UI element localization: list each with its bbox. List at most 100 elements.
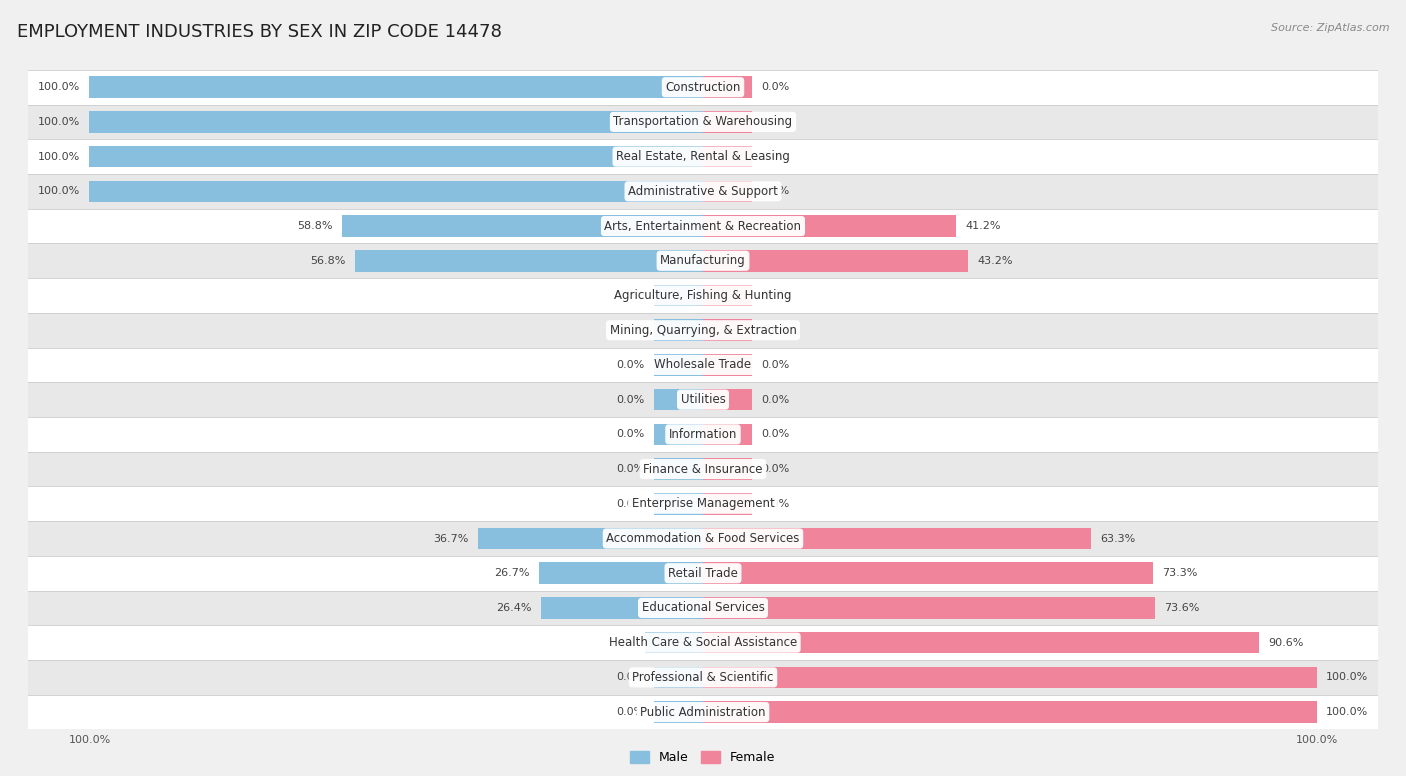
Bar (703, 667, 1316, 688)
Text: 100.0%: 100.0% (38, 151, 80, 161)
Bar (28, 244, 1378, 278)
Text: Educational Services: Educational Services (641, 601, 765, 615)
Bar (654, 459, 703, 480)
Bar (703, 250, 969, 272)
Bar (90, 181, 703, 202)
Bar (90, 111, 703, 133)
Text: 0.0%: 0.0% (761, 82, 790, 92)
Text: 0.0%: 0.0% (761, 325, 790, 335)
Text: 41.2%: 41.2% (965, 221, 1001, 231)
Text: 0.0%: 0.0% (761, 290, 790, 300)
Bar (28, 174, 1378, 209)
Text: 56.8%: 56.8% (309, 256, 346, 265)
Bar (703, 528, 1091, 549)
Text: Mining, Quarrying, & Extraction: Mining, Quarrying, & Extraction (610, 324, 796, 337)
Text: Public Administration: Public Administration (640, 705, 766, 719)
Text: 58.8%: 58.8% (298, 221, 333, 231)
Text: Health Care & Social Assistance: Health Care & Social Assistance (609, 636, 797, 650)
Text: 0.0%: 0.0% (761, 499, 790, 509)
Bar (645, 632, 703, 653)
Bar (654, 389, 703, 411)
Bar (703, 111, 752, 133)
Bar (703, 181, 752, 202)
Bar (703, 320, 752, 341)
Bar (703, 146, 752, 168)
Text: 0.0%: 0.0% (761, 117, 790, 127)
Text: 0.0%: 0.0% (616, 499, 645, 509)
Bar (703, 598, 1154, 618)
Bar (28, 348, 1378, 383)
Bar (90, 146, 703, 168)
Text: Arts, Entertainment & Recreation: Arts, Entertainment & Recreation (605, 220, 801, 233)
Bar (703, 702, 1316, 723)
Bar (654, 493, 703, 514)
Bar (541, 598, 703, 618)
Text: 100.0%: 100.0% (1326, 672, 1368, 682)
Bar (654, 702, 703, 723)
Text: 100.0%: 100.0% (1326, 707, 1368, 717)
Bar (703, 285, 752, 307)
Text: 0.0%: 0.0% (761, 186, 790, 196)
Bar (28, 417, 1378, 452)
Text: Finance & Insurance: Finance & Insurance (644, 462, 762, 476)
Text: Manufacturing: Manufacturing (661, 255, 745, 267)
Bar (28, 105, 1378, 139)
Text: 100.0%: 100.0% (38, 82, 80, 92)
Bar (28, 313, 1378, 348)
Text: 0.0%: 0.0% (761, 464, 790, 474)
Text: Professional & Scientific: Professional & Scientific (633, 671, 773, 684)
Bar (28, 139, 1378, 174)
Bar (28, 70, 1378, 105)
Text: Enterprise Management: Enterprise Management (631, 497, 775, 511)
Text: 0.0%: 0.0% (616, 672, 645, 682)
Text: 0.0%: 0.0% (761, 360, 790, 370)
Text: 0.0%: 0.0% (761, 151, 790, 161)
Bar (28, 695, 1378, 729)
Text: 63.3%: 63.3% (1101, 534, 1136, 543)
Text: 90.6%: 90.6% (1268, 638, 1303, 648)
Bar (354, 250, 703, 272)
Text: Utilities: Utilities (681, 393, 725, 406)
Bar (654, 667, 703, 688)
Bar (28, 556, 1378, 591)
Text: Administrative & Support: Administrative & Support (628, 185, 778, 198)
Bar (28, 660, 1378, 695)
Text: 73.3%: 73.3% (1161, 568, 1198, 578)
Text: Agriculture, Fishing & Hunting: Agriculture, Fishing & Hunting (614, 289, 792, 302)
Text: 100.0%: 100.0% (38, 117, 80, 127)
Bar (28, 487, 1378, 521)
Bar (703, 389, 752, 411)
Text: 73.6%: 73.6% (1164, 603, 1199, 613)
Text: 0.0%: 0.0% (761, 429, 790, 439)
Legend: Male, Female: Male, Female (626, 747, 780, 769)
Text: 9.4%: 9.4% (607, 638, 636, 648)
Text: 0.0%: 0.0% (616, 325, 645, 335)
Bar (28, 452, 1378, 487)
Bar (703, 563, 1153, 584)
Text: Construction: Construction (665, 81, 741, 94)
Text: 43.2%: 43.2% (977, 256, 1012, 265)
Text: 0.0%: 0.0% (616, 464, 645, 474)
Text: EMPLOYMENT INDUSTRIES BY SEX IN ZIP CODE 14478: EMPLOYMENT INDUSTRIES BY SEX IN ZIP CODE… (17, 23, 502, 41)
Text: Wholesale Trade: Wholesale Trade (654, 359, 752, 372)
Bar (654, 424, 703, 445)
Bar (538, 563, 703, 584)
Text: Accommodation & Food Services: Accommodation & Food Services (606, 532, 800, 545)
Text: 0.0%: 0.0% (616, 707, 645, 717)
Bar (28, 625, 1378, 660)
Text: Retail Trade: Retail Trade (668, 566, 738, 580)
Bar (703, 215, 956, 237)
Bar (478, 528, 703, 549)
Bar (28, 383, 1378, 417)
Text: 100.0%: 100.0% (38, 186, 80, 196)
Text: 26.7%: 26.7% (495, 568, 530, 578)
Bar (703, 424, 752, 445)
Text: 0.0%: 0.0% (616, 290, 645, 300)
Bar (28, 209, 1378, 244)
Text: 0.0%: 0.0% (616, 395, 645, 404)
Bar (654, 285, 703, 307)
Bar (28, 278, 1378, 313)
Bar (342, 215, 703, 237)
Bar (90, 77, 703, 98)
Text: Source: ZipAtlas.com: Source: ZipAtlas.com (1271, 23, 1389, 33)
